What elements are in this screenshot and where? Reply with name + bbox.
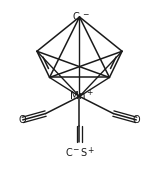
Text: +: + xyxy=(87,146,94,155)
Text: Mn: Mn xyxy=(70,91,86,101)
Text: −: − xyxy=(82,10,88,19)
Text: +: + xyxy=(86,88,93,97)
Text: C: C xyxy=(65,148,72,158)
Text: −: − xyxy=(72,146,79,155)
Text: O: O xyxy=(19,115,27,125)
Text: O: O xyxy=(132,115,140,125)
Text: C: C xyxy=(73,12,80,22)
Text: S: S xyxy=(80,148,86,158)
